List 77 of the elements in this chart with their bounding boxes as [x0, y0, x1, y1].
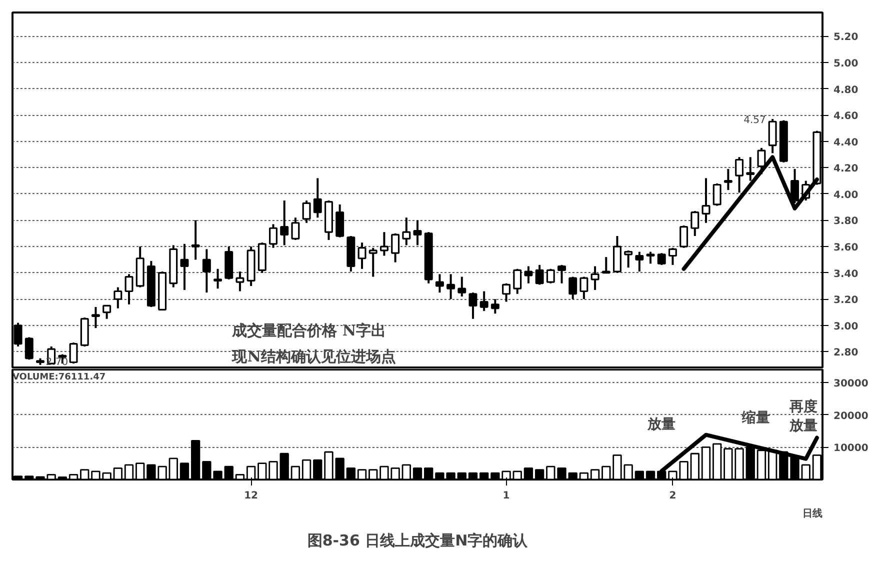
candlestick — [302, 200, 311, 224]
candlestick — [724, 168, 732, 191]
candlestick — [435, 273, 444, 294]
candlestick — [502, 282, 511, 303]
candlestick — [24, 336, 34, 361]
y-tick-label: 30000 — [834, 378, 868, 390]
candlestick — [702, 177, 710, 224]
candlestick — [269, 223, 278, 249]
candlestick — [535, 264, 544, 286]
candlestick — [558, 264, 566, 284]
y-tick-label: 4.00 — [834, 190, 858, 201]
y-tick-label: 10000 — [834, 443, 868, 454]
candlestick — [580, 276, 588, 300]
y-tick-label: 2.80 — [834, 348, 858, 359]
text: 日线 — [802, 508, 822, 520]
y-tick-label: 3.60 — [834, 242, 858, 254]
candlestick — [657, 252, 666, 266]
y-tick-label: 5.20 — [834, 32, 858, 44]
candlestick — [524, 265, 533, 284]
annotation: 缩量 — [740, 409, 770, 426]
candlestick — [391, 232, 400, 264]
x-tick-label: 2 — [669, 490, 676, 502]
y-tick-label: 3.80 — [834, 216, 858, 228]
y-tick-label: 4.40 — [834, 137, 858, 148]
y-tick-label: 4.80 — [834, 84, 858, 96]
candlestick — [214, 268, 222, 290]
annotation: 4.57 — [744, 115, 766, 126]
x-tick-label: 1 — [502, 490, 510, 502]
candlestick — [291, 216, 300, 241]
text: 图8-36 日线上成交量N字的确认 — [307, 532, 529, 550]
candlestick — [402, 216, 411, 246]
annotation: 放量 — [646, 416, 676, 433]
candlestick — [490, 298, 500, 315]
y-tick-label: 4.20 — [834, 164, 858, 175]
candlestick — [102, 304, 112, 320]
candlestick — [480, 290, 488, 312]
candlestick — [380, 231, 388, 257]
y-tick-label: 3.00 — [834, 321, 858, 332]
candlestick — [458, 276, 466, 298]
candlestick — [336, 203, 344, 238]
candlestick — [191, 219, 200, 261]
y-tick-label: 20000 — [834, 410, 868, 422]
annotation: 成交量配合价格 N字出现N结构确认见位进场点 — [231, 321, 396, 366]
y-tick-label: 4.60 — [834, 111, 858, 122]
candlestick — [446, 273, 456, 300]
candlestick — [114, 286, 122, 310]
y-tick-label: 3.40 — [834, 268, 858, 280]
candlestick — [468, 292, 478, 320]
candlestick — [513, 268, 522, 295]
annotation: 再度放量 — [788, 398, 818, 434]
candlestick — [590, 265, 600, 291]
candlestick — [202, 248, 211, 294]
candlestick — [768, 118, 777, 154]
candlestick — [568, 276, 578, 300]
candlestick — [368, 246, 378, 278]
candlestick — [680, 224, 688, 249]
candlestick — [712, 182, 722, 207]
y-tick-label: 3.20 — [834, 295, 858, 306]
candlestick — [690, 210, 700, 238]
candlestick — [313, 177, 322, 219]
candlestick — [413, 219, 422, 246]
candlestick — [790, 168, 799, 204]
candlestick — [236, 270, 244, 292]
candlestick — [280, 200, 289, 246]
y-tick-label: 5.00 — [834, 58, 858, 70]
candlestick — [624, 249, 633, 269]
candlestick — [635, 250, 644, 273]
candlestick — [668, 246, 677, 266]
candlestick — [91, 306, 100, 330]
candlestick — [646, 250, 655, 265]
candlestick — [124, 273, 134, 306]
candlestick — [358, 242, 366, 270]
candlestick — [546, 268, 555, 284]
x-tick-label: 12 — [244, 490, 258, 502]
candlestick — [180, 242, 189, 291]
candlestick — [602, 256, 610, 274]
candlestick — [69, 342, 78, 365]
